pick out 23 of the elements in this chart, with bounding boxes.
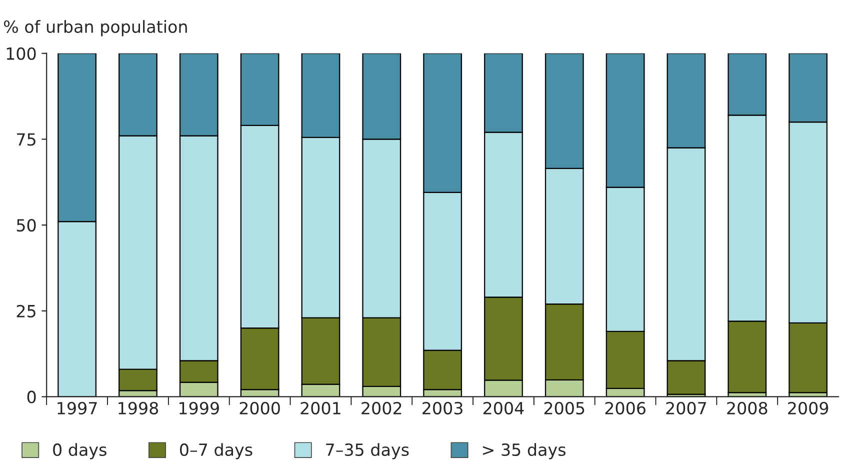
- x-tick-label: 2006: [605, 402, 646, 414]
- x-tick-label: 1997: [58, 402, 97, 414]
- x-tick-label: 2003: [422, 402, 462, 414]
- legend-label: 0 days: [53, 443, 106, 460]
- x-tick-label: 1998: [118, 402, 158, 414]
- y-tick-label: 25: [16, 304, 36, 318]
- x-tick-label: 2000: [240, 402, 280, 414]
- x-tick-label: 1999: [180, 402, 219, 414]
- x-tick-label: 2007: [666, 402, 706, 414]
- y-tick-label: 100: [6, 47, 36, 60]
- x-tick-label: 2004: [483, 402, 524, 414]
- x-tick-label: 2001: [300, 402, 340, 414]
- legend-label: 0–7 days: [180, 443, 252, 460]
- x-tick-label: 2002: [362, 402, 402, 414]
- x-tick-label: 2005: [544, 402, 584, 414]
- y-axis-title: % of urban population: [4, 20, 187, 36]
- y-tick-label: 50: [16, 219, 36, 232]
- legend-label: > 35 days: [482, 443, 566, 460]
- x-tick-label: 2008: [727, 402, 768, 414]
- x-tick-label: 2009: [788, 402, 828, 414]
- legend-label: 7–35 days: [326, 443, 409, 460]
- y-tick-label: 75: [17, 133, 36, 146]
- y-tick-label: 0: [27, 390, 36, 404]
